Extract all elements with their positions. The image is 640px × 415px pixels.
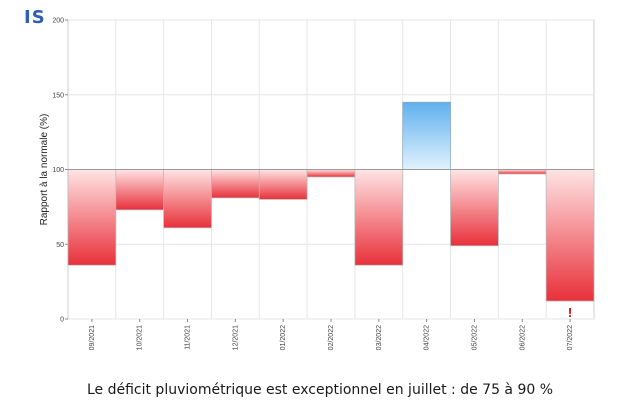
bar-11-2021 <box>163 169 212 229</box>
x-tick-label: 11/2021 <box>185 325 192 350</box>
bar-03-2022 <box>354 169 404 266</box>
bar-05-2022 <box>450 169 499 247</box>
alert-mark: ! <box>568 305 572 320</box>
x-tick-label: 06/2022 <box>519 325 526 350</box>
y-tick-label: 100 <box>52 167 64 174</box>
brand-logo-text: IS <box>24 7 46 28</box>
y-axis-label: Rapport à la normale (%) <box>39 114 50 226</box>
x-tick-label: 05/2022 <box>471 325 478 350</box>
y-tick-label: 0 <box>60 317 64 324</box>
bar-04-2022 <box>402 101 451 170</box>
bar-09-2021 <box>67 169 117 266</box>
x-tick-label: 03/2022 <box>376 325 383 350</box>
rainfall-ratio-chart: 0 50 100 150 200 09/2021 10/2021 11/2021 12/2021… <box>39 18 595 350</box>
bar-02-2022 <box>306 169 356 178</box>
x-tick-label: 10/2021 <box>137 325 144 350</box>
bar-01-2022 <box>258 169 308 200</box>
bar-12-2021 <box>211 169 260 199</box>
x-tick-label: 09/2021 <box>89 325 96 350</box>
bar-07-2022 <box>545 169 595 302</box>
x-tick-label: 02/2022 <box>328 325 335 350</box>
bar-10-2021 <box>115 169 164 211</box>
x-tick-label: 12/2021 <box>232 325 239 350</box>
x-tick-label: 01/2022 <box>280 325 287 350</box>
x-tick-label: 07/2022 <box>567 325 574 350</box>
y-tick-label: 150 <box>52 92 64 99</box>
bar-06-2022 <box>498 169 547 175</box>
y-tick-label: 50 <box>56 242 64 249</box>
chart-caption: Le déficit pluviométrique est exceptionn… <box>86 382 554 398</box>
y-tick-label: 200 <box>52 18 64 25</box>
x-tick-label: 04/2022 <box>424 325 431 350</box>
